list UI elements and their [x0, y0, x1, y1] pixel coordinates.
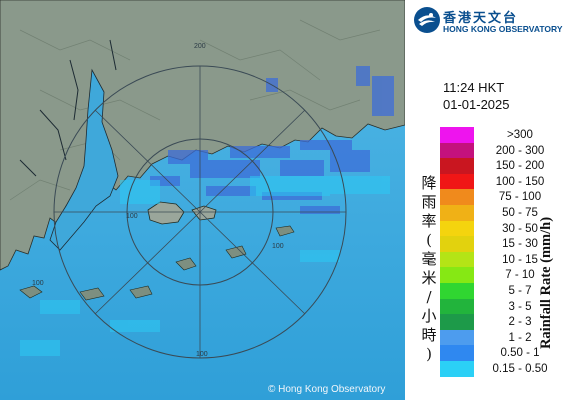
legend-label: 50 - 75 — [502, 206, 538, 219]
legend-swatch — [440, 204, 474, 221]
legend-swatch — [440, 127, 474, 143]
hko-logo-mark-icon — [414, 7, 440, 33]
legend-row: 2 - 3 — [440, 314, 570, 330]
legend-label: 30 - 50 — [502, 222, 538, 235]
legend-row: 1 - 2 — [440, 329, 570, 346]
legend-swatch — [440, 360, 474, 377]
legend-label: 15 - 30 — [502, 238, 538, 251]
legend-label: >300 — [507, 129, 533, 141]
legend-swatch — [440, 189, 474, 205]
legend-label: 200 - 300 — [495, 144, 545, 157]
pearl-river-estuary — [49, 68, 119, 251]
legend-row: 3 - 5 — [440, 298, 570, 315]
legend-label: 150 - 200 — [495, 160, 545, 173]
legend-swatch — [440, 173, 474, 190]
legend-swatch — [440, 282, 474, 299]
copyright-text: © Hong Kong Observatory — [268, 384, 386, 395]
legend-label: 100 - 150 — [495, 175, 545, 188]
offshore-islands — [19, 225, 295, 301]
legend-label: 5 - 7 — [508, 284, 532, 297]
legend-swatch — [440, 314, 474, 330]
lantau-island — [147, 201, 185, 225]
legend-panel: 香港天文台 HONG KONG OBSERVATORY 11:24 HKT 01… — [405, 0, 577, 400]
radar-map-svg: 200 100 100 100 100 — [0, 0, 405, 400]
logo-chinese-name: 香港天文台 — [443, 11, 519, 26]
legend-swatch — [440, 220, 474, 237]
legend-swatch — [440, 329, 474, 346]
legend-title-zh-text: 降雨率(毫米/小時) — [421, 174, 436, 363]
radar-map[interactable]: 200 100 100 100 100 © Hong Kong Observat… — [0, 0, 405, 400]
legend-row: 5 - 7 — [440, 282, 570, 299]
hko-logo[interactable]: 香港天文台 HONG KONG OBSERVATORY — [413, 6, 573, 42]
legend-label: 0.15 - 0.50 — [492, 362, 548, 375]
legend-label: 1 - 2 — [508, 331, 532, 344]
legend-row: 200 - 300 — [440, 142, 570, 159]
legend-row: 15 - 30 — [440, 236, 570, 252]
legend-row: 50 - 75 — [440, 204, 570, 221]
legend-row: 30 - 50 — [440, 220, 570, 237]
ring-label-south: 100 — [196, 351, 208, 358]
legend-label: 7 - 10 — [505, 269, 535, 282]
legend-swatch — [440, 345, 474, 361]
legend-label: 75 - 100 — [498, 191, 542, 204]
legend-title-en: Rainfall Rate (mm/h) — [540, 217, 554, 349]
legend-row: 10 - 15 — [440, 251, 570, 268]
legend-swatch — [440, 158, 474, 174]
range-spokes — [54, 66, 346, 358]
legend-label: 2 - 3 — [508, 316, 532, 329]
legend-swatch — [440, 142, 474, 159]
legend-row: 75 - 100 — [440, 189, 570, 205]
legend-row: 7 - 10 — [440, 267, 570, 283]
river-channels — [19, 39, 117, 177]
legend-swatch — [440, 298, 474, 315]
ring-label-east: 100 — [272, 243, 284, 250]
legend-row: 0.15 - 0.50 — [440, 360, 570, 377]
logo-english-name: HONG KONG OBSERVATORY — [443, 24, 563, 34]
observation-time: 11:24 HKT — [443, 80, 505, 95]
legend-row: 150 - 200 — [440, 158, 570, 174]
rainfall-legend: >300 200 - 300 150 - 200 100 - 150 75 - 100 5… — [440, 127, 570, 377]
legend-swatch — [440, 251, 474, 268]
legend-row: 0.50 - 1 — [440, 345, 570, 361]
ring-label-inner-west: 100 — [126, 213, 138, 220]
ring-label-north: 200 — [194, 43, 206, 50]
ring-label-west: 100 — [32, 280, 44, 287]
legend-swatch — [440, 236, 474, 252]
legend-row: 100 - 150 — [440, 173, 570, 190]
legend-title-en-text: Rainfall Rate (mm/h) — [540, 217, 554, 349]
legend-row: >300 — [440, 127, 570, 143]
legend-swatch — [440, 267, 474, 283]
legend-title-zh: 降雨率(毫米/小時) — [421, 174, 436, 363]
legend-label: 0.50 - 1 — [500, 347, 540, 360]
observation-date: 01-01-2025 — [443, 97, 510, 112]
legend-label: 3 - 5 — [508, 300, 532, 313]
legend-label: 10 - 15 — [502, 253, 538, 266]
